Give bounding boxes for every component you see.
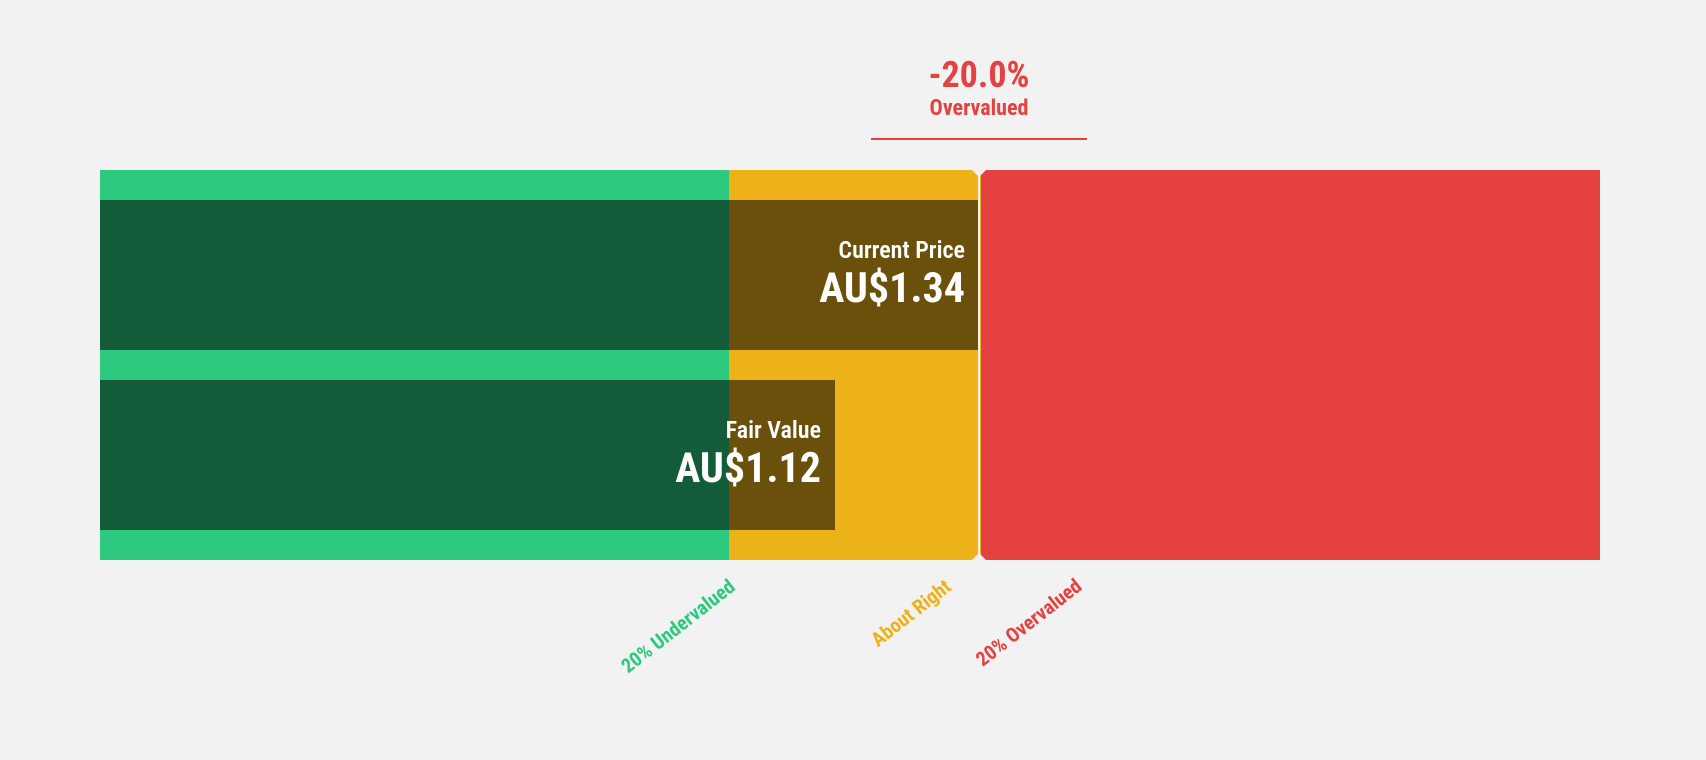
current-price-value: AU$1.34 [819,265,965,313]
pointer-triangle-bottom [972,553,986,560]
pointer-triangle-top [972,170,986,177]
axis-label-undervalued: 20% Undervalued [616,574,739,678]
callout-underline [871,138,1087,140]
current-price-bar: Current Price AU$1.34 [100,200,979,350]
fair-value-label: Fair Value AU$1.12 [675,417,821,493]
valuation-status: Overvalued [829,96,1129,121]
valuation-callout: -20.0% Overvalued [829,54,1129,121]
fair-value-caption: Fair Value [675,417,821,445]
axis-label-about-right: About Right [866,574,955,651]
current-price-caption: Current Price [819,237,965,265]
valuation-percent: -20.0% [829,54,1129,96]
axis-label-overvalued: 20% Overvalued [970,574,1085,671]
valuation-chart: Current Price AU$1.34 Fair Value AU$1.12… [0,0,1706,760]
fair-value-bar: Fair Value AU$1.12 [100,380,835,530]
current-price-label: Current Price AU$1.34 [819,237,965,313]
price-pointer-line [978,176,980,554]
zone-overvalued [981,170,1601,560]
fair-value-value: AU$1.12 [675,445,821,493]
